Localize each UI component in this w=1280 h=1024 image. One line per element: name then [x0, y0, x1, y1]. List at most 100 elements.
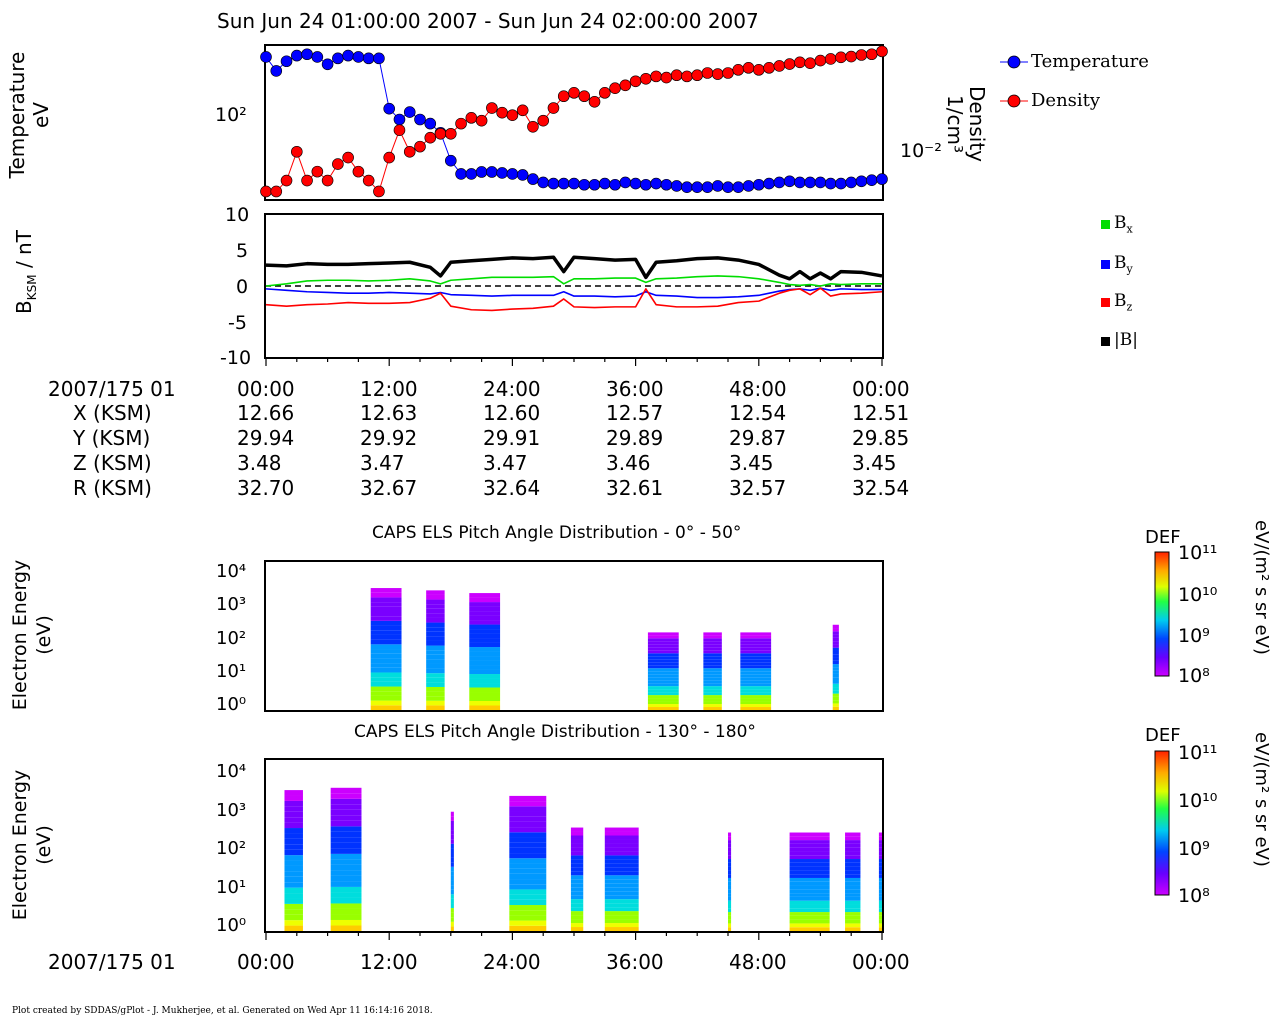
spectrogram-cell — [878, 896, 882, 901]
spectrogram-cell — [604, 895, 639, 900]
spectrogram-cell — [728, 855, 732, 860]
spectrogram-cell — [703, 686, 722, 690]
spectrogram-cell — [370, 681, 402, 687]
spectrogram-cell — [450, 839, 454, 844]
density-point — [496, 106, 508, 119]
spectrogram-cell — [469, 674, 501, 679]
spectrogram-cell — [426, 700, 445, 706]
spectrogram-cell — [604, 859, 639, 864]
spectrogram-cell — [878, 912, 882, 916]
spectrogram-cell — [647, 707, 679, 710]
density-point — [414, 140, 426, 153]
temperature-point — [280, 55, 293, 68]
spectrogram-cell — [330, 798, 362, 805]
spectrogram-cell — [832, 667, 839, 671]
spectrogram-cell — [647, 659, 679, 663]
spectrogram-cell — [845, 859, 861, 863]
spectrogram-cell — [450, 875, 454, 881]
spectrogram-cell — [789, 904, 830, 909]
spectrogram-cell — [878, 840, 882, 844]
spectrogram-cell — [570, 839, 584, 844]
temperature-point — [486, 166, 498, 178]
density-point — [814, 54, 827, 67]
spectrogram-ytick: 10¹ — [216, 876, 247, 898]
spectrogram-cell — [570, 887, 584, 892]
panel1-left-tick: 10² — [215, 104, 247, 126]
density-point — [301, 174, 313, 187]
spectrogram-cell — [450, 903, 454, 909]
spectrogram-cell — [426, 631, 445, 637]
temperature-point — [516, 169, 529, 181]
spectrogram-cell — [330, 881, 362, 887]
spectrogram-cell — [789, 893, 830, 897]
spectrogram-cell — [789, 908, 830, 913]
spectrogram-cell — [878, 889, 882, 894]
spectrogram-cell — [878, 859, 882, 863]
spectrogram-cell — [647, 683, 679, 687]
density-point — [280, 174, 293, 187]
spectrogram-cell — [370, 625, 402, 631]
spectrogram-cell — [703, 689, 722, 693]
spectrogram2-cells — [284, 787, 882, 931]
spectrogram-cell — [469, 669, 501, 675]
spectrogram-cell — [469, 705, 501, 710]
spectrogram-cell — [450, 926, 454, 931]
panel2-xticks — [265, 358, 883, 366]
spectrogram1-title: CAPS ELS Pitch Angle Distribution - 0° -… — [372, 523, 742, 543]
temperature-point — [670, 180, 683, 192]
spectrogram-cell — [832, 644, 839, 648]
spectrogram-cell — [789, 881, 830, 886]
density-point — [752, 64, 765, 76]
ephemeris-label: R (KSM) — [73, 476, 152, 500]
bottom-time-label: 00:00 — [852, 950, 910, 974]
panel2-ylabel-base: B — [12, 300, 36, 314]
spectrogram-cell — [284, 925, 303, 931]
spectrogram-cell — [469, 696, 501, 702]
spectrogram-cell — [426, 659, 445, 664]
spectrogram-cell — [878, 862, 882, 867]
colorbar2-tick-8: 10⁸ — [1178, 885, 1210, 907]
spectrogram-cell — [330, 875, 362, 882]
spectrogram-cell — [284, 800, 303, 807]
spectrogram-cell — [509, 879, 547, 885]
spectrogram-cell — [509, 837, 547, 843]
spectrogram-cell — [728, 912, 732, 916]
spectrogram-cell — [509, 816, 547, 822]
temperature-point — [568, 177, 580, 190]
spectrogram-cell — [426, 617, 445, 623]
spectrogram-cell — [284, 887, 303, 894]
spectrogram-cell — [832, 696, 839, 701]
temperature-point — [414, 113, 426, 126]
spectrogram-cell — [570, 847, 584, 852]
density-point — [670, 69, 683, 82]
spectrogram-cell — [789, 919, 830, 924]
legend-bmag-label: |B| — [1114, 330, 1138, 350]
spectrogram-cell — [330, 853, 362, 860]
legend-bz-sub: z — [1126, 300, 1133, 314]
temperature-point — [424, 117, 437, 130]
spectrogram-cell — [789, 859, 830, 863]
legend-density-label: Density — [1031, 90, 1101, 111]
spectrogram-cell — [426, 645, 445, 651]
temperature-point — [352, 51, 365, 63]
density-point — [383, 151, 396, 164]
spectrogram-cell — [284, 817, 303, 823]
spectrogram-cell — [789, 870, 830, 875]
spectrogram-cell — [450, 880, 454, 886]
spectrogram-cell — [878, 851, 882, 856]
spectrogram-ytick: 10² — [216, 627, 247, 649]
bottom-xticks — [265, 932, 883, 940]
spectrogram-cell — [570, 899, 584, 904]
legend-bz-label: Bz — [1114, 291, 1132, 313]
spectrogram-cell — [426, 686, 445, 692]
spectrogram-cell — [647, 647, 679, 651]
density-point — [332, 158, 344, 170]
spectrogram-cell — [450, 843, 454, 849]
ephemeris-label: Z (KSM) — [73, 451, 152, 475]
panel2-ytick-10: 10 — [225, 204, 250, 226]
spectrogram-cell — [370, 649, 402, 654]
spectrogram-cell — [647, 638, 679, 642]
spectrogram-cell — [703, 677, 722, 681]
spectrogram-cell — [450, 885, 454, 890]
spectrogram-cell — [740, 650, 772, 654]
